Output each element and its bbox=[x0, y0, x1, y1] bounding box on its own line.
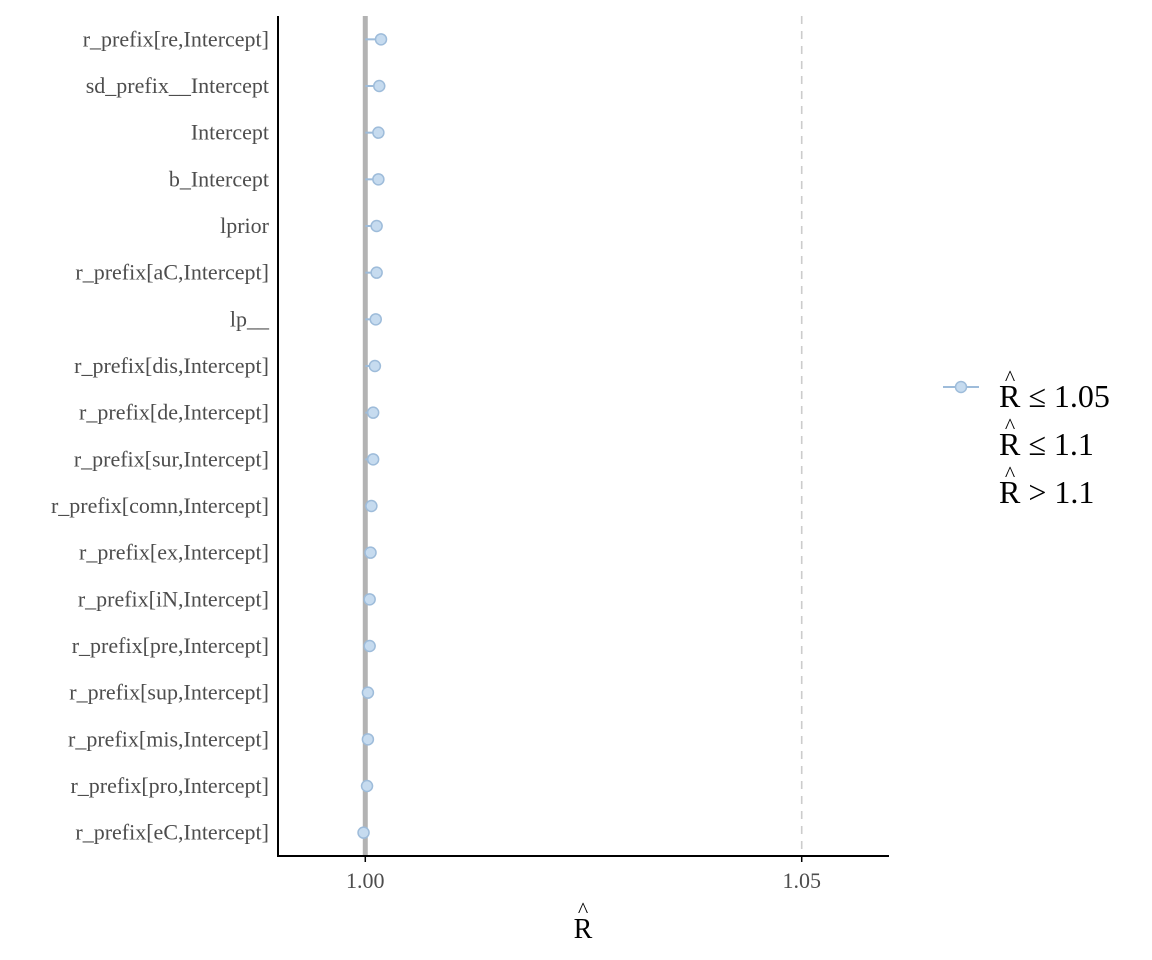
data-point bbox=[368, 359, 382, 373]
y-tick-label: Intercept bbox=[191, 120, 269, 145]
data-point bbox=[372, 126, 385, 139]
y-tick-label: r_prefix[de,Intercept] bbox=[79, 400, 269, 425]
x-ticks: 1.00 1.05 bbox=[346, 856, 821, 893]
y-tick-labels: r_prefix[re,Intercept] sd_prefix__Interce… bbox=[51, 26, 270, 844]
data-point bbox=[363, 593, 376, 606]
y-tick-label: r_prefix[pro,Intercept] bbox=[70, 773, 269, 798]
y-tick-label: r_prefix[aC,Intercept] bbox=[75, 260, 269, 285]
legend-entry-hat: ^ bbox=[1005, 413, 1016, 438]
x-tick-label: 1.05 bbox=[782, 868, 821, 893]
legend: ^R ≤ 1.05^R ≤ 1.1^R > 1.1 bbox=[943, 365, 1110, 510]
x-axis-title: ^ R bbox=[574, 897, 593, 945]
y-tick-label: r_prefix[sup,Intercept] bbox=[69, 680, 269, 705]
legend-entry-label: R > 1.1 bbox=[999, 474, 1094, 510]
reference-lines bbox=[362, 16, 803, 856]
data-point bbox=[361, 733, 375, 746]
data-point bbox=[369, 313, 383, 326]
legend-entry-label: R ≤ 1.05 bbox=[999, 378, 1110, 414]
y-tick-label: r_prefix[iN,Intercept] bbox=[78, 586, 269, 611]
y-tick-label: r_prefix[dis,Intercept] bbox=[74, 353, 269, 378]
legend-entry-hat: ^ bbox=[1005, 365, 1016, 390]
y-tick-label: lp__ bbox=[230, 306, 270, 331]
data-point bbox=[366, 453, 380, 466]
data-point bbox=[374, 33, 388, 46]
data-point bbox=[370, 266, 383, 279]
y-tick-label: r_prefix[comn,Intercept] bbox=[51, 493, 269, 518]
data-point bbox=[361, 686, 375, 699]
y-tick-label: r_prefix[ex,Intercept] bbox=[79, 540, 269, 565]
data-point bbox=[365, 499, 378, 513]
data-point bbox=[372, 173, 385, 186]
y-tick-label: r_prefix[pre,Intercept] bbox=[72, 633, 269, 658]
data-points bbox=[357, 33, 388, 839]
legend-key-point bbox=[954, 380, 968, 394]
data-point bbox=[364, 546, 377, 559]
y-tick-label: r_prefix[eC,Intercept] bbox=[75, 820, 269, 845]
y-tick-label: lprior bbox=[220, 213, 270, 238]
x-axis-title-hat: ^ bbox=[578, 897, 589, 922]
data-point bbox=[370, 219, 383, 233]
x-tick-label: 1.00 bbox=[346, 868, 385, 893]
data-point bbox=[363, 639, 376, 653]
y-tick-label: r_prefix[sur,Intercept] bbox=[74, 446, 269, 471]
x-axis-title-text: R bbox=[574, 914, 593, 945]
data-point bbox=[357, 826, 370, 839]
data-point bbox=[366, 406, 380, 419]
y-tick-label: r_prefix[mis,Intercept] bbox=[68, 726, 269, 751]
data-point bbox=[360, 779, 374, 793]
y-tick-label: b_Intercept bbox=[169, 166, 269, 191]
y-tick-label: r_prefix[re,Intercept] bbox=[83, 26, 269, 51]
data-point bbox=[373, 79, 386, 93]
legend-entry-label: R ≤ 1.1 bbox=[999, 426, 1094, 462]
legend-entry-hat: ^ bbox=[1005, 461, 1016, 486]
y-tick-label: sd_prefix__Intercept bbox=[86, 73, 269, 98]
axes bbox=[277, 16, 889, 857]
